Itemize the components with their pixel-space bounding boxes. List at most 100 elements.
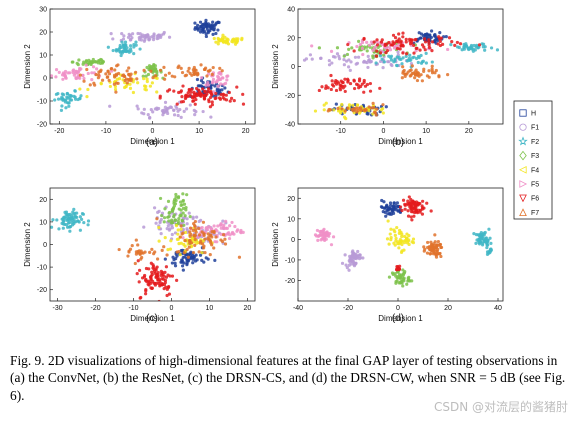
data-point-F7 [155,217,159,221]
data-point-F6 [193,102,197,106]
data-point-F2 [70,216,74,220]
data-point-F2 [65,101,70,105]
data-point-F6 [324,84,328,88]
data-point-F6 [219,92,223,97]
data-point-F6 [224,98,229,102]
data-point-F4 [379,108,384,112]
data-point-F1 [158,34,162,38]
data-point-F3 [401,284,405,288]
data-point-F1 [342,63,346,67]
data-point-F4 [402,234,407,239]
scatter-plot-1: -10 0 10 20 -40 -20 0 20 40 Dimension 1 Dimension … [271,7,504,148]
data-point-F1 [142,225,146,229]
data-point-H [334,102,338,106]
data-point-F6 [186,91,190,95]
data-point-F1 [396,50,400,54]
data-point-F6 [412,214,416,218]
data-point-F3 [171,221,175,225]
data-point-F7 [430,64,434,68]
data-point-F3 [365,49,369,53]
data-point-F4 [179,227,183,231]
data-point-F6 [418,210,422,214]
data-point-F5 [95,67,99,71]
data-point-F2 [61,219,65,224]
data-point-F6 [192,99,196,103]
data-point-F6 [256,91,259,94]
data-point-F7 [222,233,226,237]
data-point-F6 [422,37,427,41]
data-point-F7 [437,75,441,79]
x-tick-label: 20 [444,305,452,312]
data-point-F6 [383,43,387,48]
data-point-F6 [228,99,232,103]
legend-label-F7: F7 [531,210,539,217]
data-point-F7 [167,71,171,75]
data-point-F6 [224,93,228,97]
data-point-F6 [408,205,412,209]
data-point-F1 [155,106,159,110]
data-point-F6 [137,280,141,284]
data-point-F1 [146,112,150,117]
data-point-F5 [210,227,214,231]
data-point-F7 [197,250,201,254]
y-axis-label: Dimension 2 [271,222,280,267]
data-point-F1 [169,105,173,110]
data-point-F5 [54,75,58,79]
data-point-F6 [412,51,416,55]
data-point-F7 [202,232,206,236]
data-point-F2 [401,56,405,60]
data-point-H [198,20,203,24]
data-point-F5 [216,78,220,82]
data-point-F4 [176,237,180,241]
data-point-F2 [486,238,490,242]
data-point-F3 [183,214,187,218]
y-axis-label: Dimension 2 [271,44,280,89]
data-point-F6 [343,84,347,88]
data-point-F2 [398,57,402,61]
data-point-F4 [387,242,391,246]
data-point-H [204,24,208,28]
data-point-F7 [163,77,167,81]
data-point-F1 [344,263,348,267]
data-point-F6 [387,41,391,45]
data-point-F6 [175,102,179,106]
data-point-F7 [188,239,192,243]
data-point-F5 [396,43,401,47]
data-point-F6 [181,84,185,88]
data-point-F1 [330,61,334,65]
data-point-F7 [149,69,153,73]
data-point-F2 [495,48,500,52]
data-point-F7 [199,239,203,243]
data-point-F6 [147,267,151,271]
data-point-H [392,206,396,210]
data-point-F3 [144,74,148,78]
data-point-F1 [194,110,198,114]
data-point-F5 [84,63,88,67]
data-point-F3 [397,281,401,285]
data-point-F6 [436,42,440,46]
y-tick-label: 0 [43,76,47,83]
scatter-plot-2: -30 -20 -10 0 10 20 -20 -10 0 10 20 Dimension 1 Dime… [23,187,256,324]
data-point-F3 [180,203,184,207]
data-point-F4 [157,239,161,243]
data-point-F3 [178,200,183,204]
data-point-F7 [409,73,413,77]
data-point-F7 [163,73,168,77]
data-point-F2 [489,241,493,245]
data-point-F7 [127,249,131,253]
x-tick-label: 20 [244,305,252,312]
data-point-F6 [340,80,344,84]
data-point-F6 [175,278,179,282]
data-point-F6 [404,52,409,56]
data-point-F2 [488,236,492,240]
data-point-F3 [149,65,153,69]
data-point-F7 [106,75,110,79]
data-point-F6 [160,277,164,281]
data-point-F4 [148,84,153,88]
data-point-F7 [434,68,438,73]
data-point-F3 [182,223,186,227]
data-point-F6 [429,209,433,213]
data-point-F2 [483,48,487,52]
y-tick-label: 40 [287,7,295,14]
data-point-F7 [431,252,436,256]
